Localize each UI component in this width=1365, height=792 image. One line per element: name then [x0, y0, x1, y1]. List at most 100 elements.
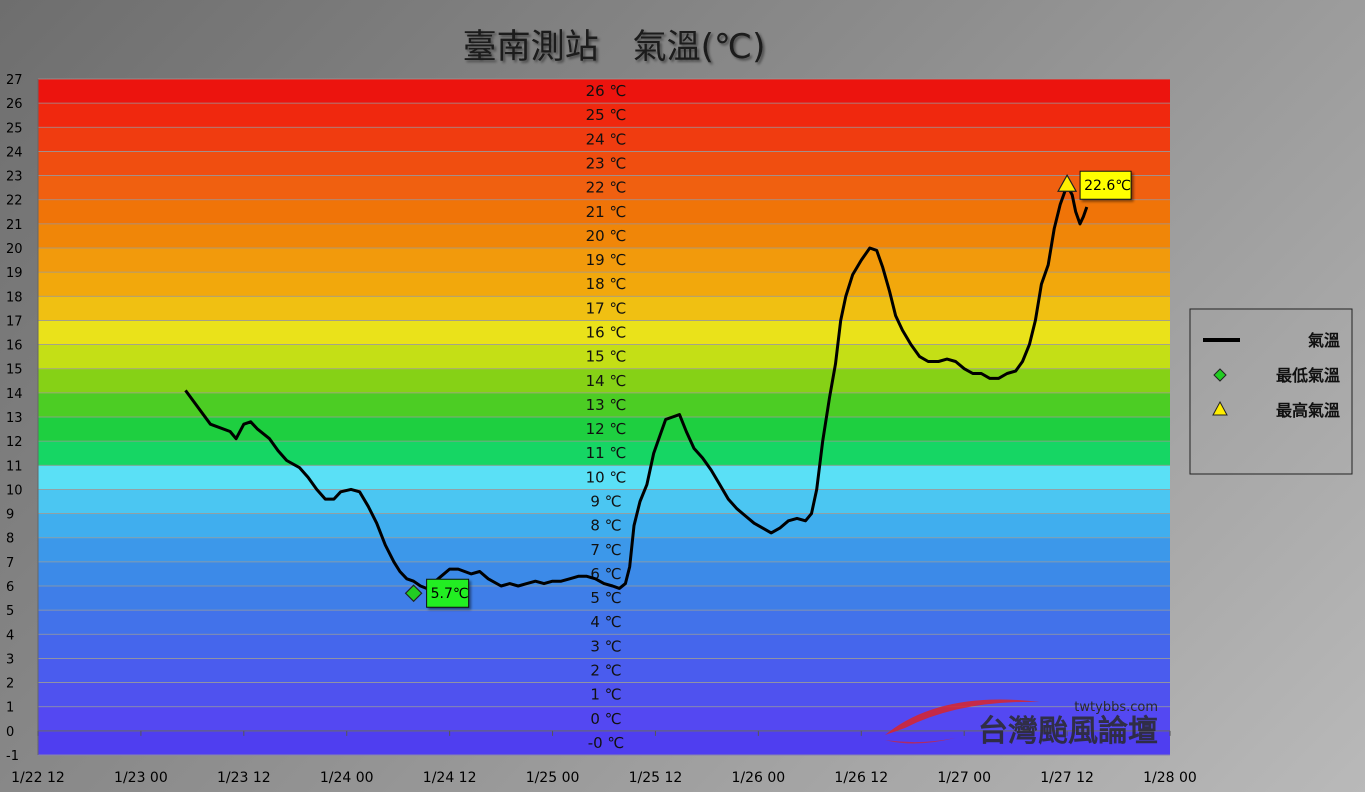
band-label-6: 5 ℃ [590, 589, 621, 607]
band-label-17: 16 ℃ [586, 324, 627, 342]
legend-label-1: 最低氣溫 [1276, 366, 1340, 385]
band-label-10: 9 ℃ [590, 493, 621, 511]
band-label-19: 18 ℃ [586, 275, 627, 293]
band-label-1: 0 ℃ [590, 710, 621, 728]
y-axis-ticks: -101234567891011121314151617181920212223… [6, 73, 23, 764]
marker-1-0 [404, 584, 423, 603]
band-6 [38, 586, 1170, 611]
band-9 [38, 513, 1170, 539]
band-label-16: 15 ℃ [586, 348, 627, 366]
watermark-url: twtybbs.com [1074, 700, 1158, 715]
y-tick-4: 3 [6, 652, 14, 667]
x-axis-ticks: 1/22 12 1/23 00 1/23 12 1/24 00 1/24 12 1/25 … [11, 730, 1197, 786]
band-8 [38, 537, 1170, 563]
band-label-13: 12 ℃ [586, 420, 627, 438]
y-tick-19: 18 [6, 290, 23, 305]
watermark-swoosh [885, 699, 1040, 735]
x-tick-0: 1/22 12 [11, 770, 65, 786]
x-tick-5: 1/25 00 [526, 770, 580, 786]
band-22 [38, 199, 1170, 225]
band-label-24: 23 ℃ [586, 155, 627, 173]
y-tick-21: 20 [6, 242, 23, 257]
band-26 [38, 103, 1170, 128]
x-tick-6: 1/25 12 [629, 770, 683, 786]
band-3 [38, 658, 1170, 684]
band-label-2: 1 ℃ [590, 686, 621, 704]
y-tick-20: 19 [6, 266, 23, 281]
band-11 [38, 465, 1170, 490]
y-tick-24: 23 [6, 170, 23, 185]
y-tick-8: 7 [6, 556, 14, 571]
annotation-label-1: 22.6℃ [1084, 178, 1131, 194]
band-1 [38, 706, 1170, 732]
band-10 [38, 489, 1170, 515]
band-labels: -0 ℃ 0 ℃ 1 ℃ 2 ℃ 3 ℃ 4 ℃ 5 ℃ 6 ℃ 7 ℃ 8 ℃ 9 ℃ 10 ℃ 11… [586, 82, 627, 752]
band-label-7: 6 ℃ [590, 565, 621, 583]
x-tick-3: 1/24 00 [320, 770, 374, 786]
legend-swatch-2 [1212, 400, 1228, 416]
y-tick-11: 10 [6, 483, 23, 498]
y-tick-25: 24 [6, 145, 23, 160]
band-label-11: 10 ℃ [586, 468, 627, 486]
band-label-22: 21 ℃ [586, 203, 627, 221]
y-tick-14: 13 [6, 411, 23, 426]
band-21 [38, 223, 1170, 249]
band-14 [38, 392, 1170, 418]
y-tick-27: 26 [6, 97, 23, 112]
band-27 [38, 79, 1170, 104]
band-19 [38, 272, 1170, 297]
legend-label-2: 最高氣溫 [1276, 401, 1340, 420]
y-tick-26: 25 [6, 121, 23, 136]
band-16 [38, 344, 1170, 370]
y-tick-3: 2 [6, 677, 14, 692]
band-0 [38, 730, 1170, 756]
x-tick-8: 1/26 12 [834, 770, 888, 786]
band-4 [38, 634, 1170, 659]
band-17 [38, 320, 1170, 346]
y-tick-9: 8 [6, 532, 14, 547]
band-label-9: 8 ℃ [590, 517, 621, 535]
y-tick-5: 4 [6, 628, 14, 643]
y-tick-18: 17 [6, 314, 23, 329]
y-tick-13: 12 [6, 435, 23, 450]
y-tick-6: 5 [6, 604, 14, 619]
series-layer [184, 174, 1089, 603]
x-tick-11: 1/28 00 [1143, 770, 1197, 786]
band-23 [38, 175, 1170, 201]
annotation-box-1 [1079, 170, 1132, 200]
band-24 [38, 151, 1170, 177]
y-tick-22: 21 [6, 218, 23, 233]
y-tick-28: 27 [6, 73, 23, 88]
band-18 [38, 296, 1170, 321]
chart-title: 臺南測站 氣溫(℃) [463, 27, 766, 67]
y-tick-10: 9 [6, 508, 14, 523]
band-20 [38, 248, 1170, 273]
band-label-20: 19 ℃ [586, 251, 627, 269]
marker-2-0 [1057, 174, 1078, 192]
legend-label-0: 氣溫 [1308, 331, 1340, 350]
x-tick-9: 1/27 00 [937, 770, 991, 786]
x-tick-10: 1/27 12 [1040, 770, 1094, 786]
x-tick-4: 1/24 12 [423, 770, 477, 786]
watermark-swoosh-tail [885, 738, 955, 744]
y-tick-2: 1 [6, 701, 14, 716]
band-label-4: 3 ℃ [590, 637, 621, 655]
band-label-21: 20 ℃ [586, 227, 627, 245]
band-12 [38, 441, 1170, 466]
band-label-5: 4 ℃ [590, 613, 621, 631]
gridlines [37, 78, 1170, 756]
band-label-18: 17 ℃ [586, 299, 627, 317]
annotations: 5.7℃ 22.6℃ [426, 170, 1132, 608]
band-label-25: 24 ℃ [586, 130, 627, 148]
y-tick-12: 11 [6, 459, 23, 474]
x-tick-1: 1/23 00 [114, 770, 168, 786]
band-25 [38, 127, 1170, 152]
band-label-12: 11 ℃ [586, 444, 627, 462]
band-label-8: 7 ℃ [590, 541, 621, 559]
y-tick-0: -1 [6, 749, 19, 764]
watermark-name: 台灣颱風論壇 [978, 714, 1158, 749]
band-label-14: 13 ℃ [586, 396, 627, 414]
band-label-3: 2 ℃ [590, 662, 621, 680]
y-tick-1: 0 [6, 725, 14, 740]
